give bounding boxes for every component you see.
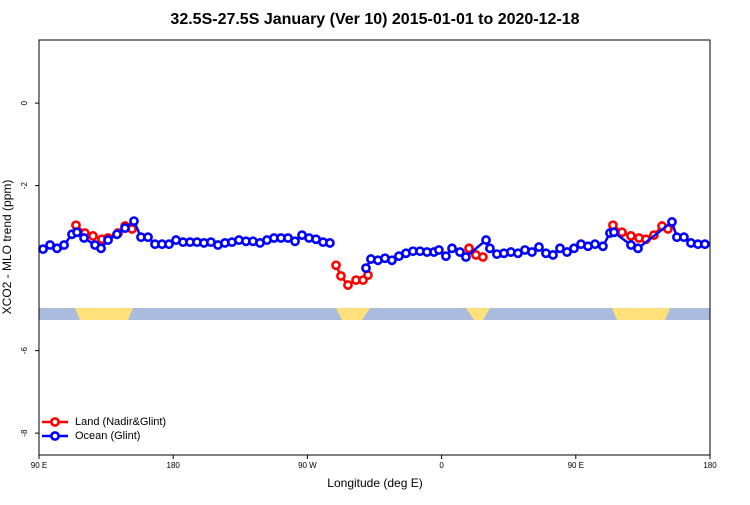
data-point	[464, 243, 474, 254]
x-axis-title: Longitude (deg E)	[327, 476, 422, 490]
x-tick-label: 180	[167, 461, 181, 470]
data-point	[343, 280, 353, 290]
data-point	[79, 233, 89, 243]
y-tick-label: 0	[20, 100, 29, 105]
data-point	[548, 250, 558, 260]
x-tick-label: 90 W	[298, 461, 317, 470]
surface-band	[39, 308, 710, 320]
data-point	[387, 255, 397, 266]
legend-label: Ocean (Glint)	[75, 430, 140, 442]
data-point	[441, 251, 451, 262]
data-point	[609, 227, 619, 238]
chart-title: 32.5S-27.5S January (Ver 10) 2015-01-01 …	[170, 11, 579, 28]
data-point	[447, 243, 457, 254]
data-point	[527, 247, 537, 257]
data-point	[112, 229, 122, 240]
data-point	[336, 271, 346, 281]
data-point	[120, 223, 130, 234]
data-point	[590, 239, 600, 250]
data-point	[129, 216, 139, 226]
data-point	[667, 217, 677, 227]
data-point	[633, 243, 643, 254]
y-tick-label: -2	[20, 182, 29, 190]
land-band	[336, 308, 370, 320]
land-band	[466, 308, 490, 320]
y-tick-label: -8	[20, 429, 29, 437]
data-point	[555, 243, 565, 254]
legend-marker	[50, 417, 60, 427]
data-point	[143, 232, 153, 243]
data-point	[72, 227, 82, 238]
data-point	[96, 243, 106, 254]
data-point	[461, 252, 471, 262]
data-point	[290, 236, 300, 247]
data-point	[478, 252, 488, 262]
land-band	[612, 308, 670, 320]
data-point	[534, 242, 544, 252]
x-tick-label: 180	[703, 461, 717, 470]
data-point	[569, 243, 579, 254]
x-tick-label: 0	[439, 461, 444, 470]
land-band	[75, 308, 133, 320]
data-point	[481, 235, 491, 245]
y-tick-label: -6	[20, 347, 29, 355]
data-point	[331, 260, 341, 271]
x-tick-label: 90 E	[31, 461, 47, 470]
plot-area	[38, 216, 710, 290]
x-tick-label: 90 E	[568, 461, 584, 470]
data-point	[679, 232, 689, 243]
data-point	[434, 245, 444, 255]
legend-label: Land (Nadir&Glint)	[75, 416, 166, 428]
legend-marker	[50, 431, 60, 441]
data-point	[59, 240, 69, 250]
y-axis-title: XCO2 - MLO trend (ppm)	[0, 180, 14, 315]
data-point	[598, 241, 608, 252]
ocean-band	[39, 308, 710, 320]
data-point	[361, 263, 371, 274]
plot-border	[38, 39, 711, 456]
data-point	[626, 231, 636, 241]
data-point	[88, 231, 98, 241]
data-point	[700, 239, 710, 250]
data-point	[455, 247, 465, 257]
data-point	[562, 247, 572, 257]
data-point	[164, 239, 174, 250]
data-point	[103, 235, 113, 245]
data-point	[325, 238, 335, 248]
data-point	[485, 243, 495, 254]
data-point	[617, 227, 627, 238]
